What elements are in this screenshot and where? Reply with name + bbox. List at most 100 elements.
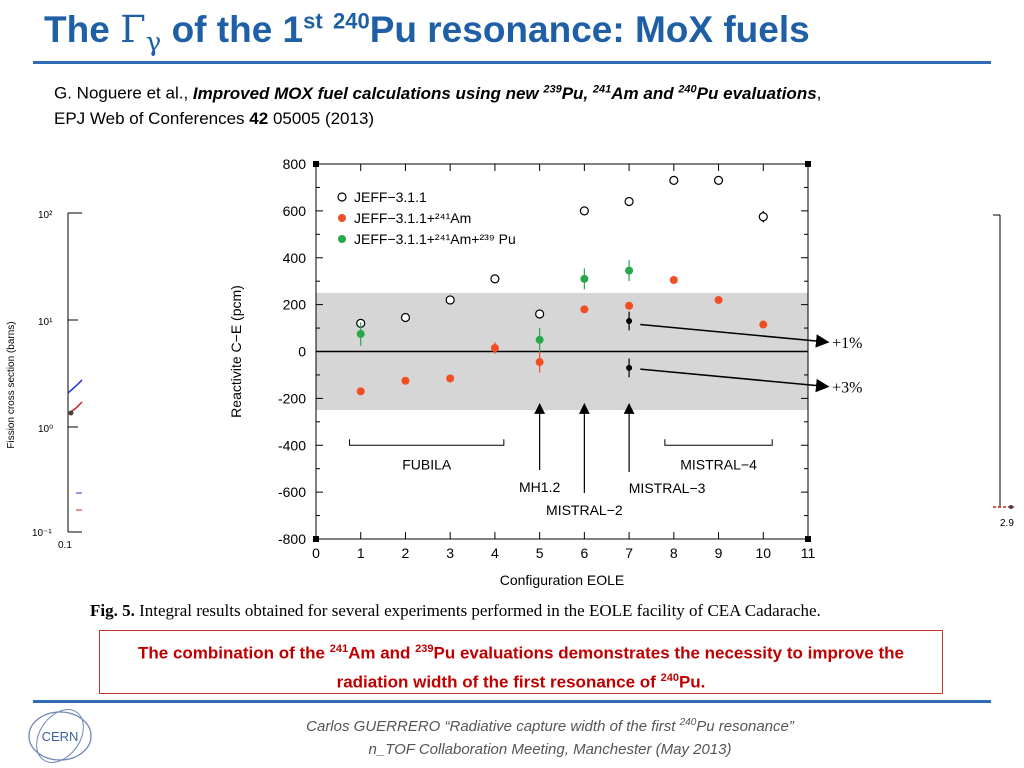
point-am [625,301,634,310]
group-bracket [349,439,505,446]
conclusion-callout: The combination of the 241Am and 239Pu e… [99,630,943,694]
y-tick-label: 600 [283,203,307,219]
annotation-arrow [640,323,830,348]
bg-ytick: 10⁻¹ [32,528,52,539]
y-tick-label: 0 [298,344,306,360]
point-jeff [713,175,724,186]
callout-text-1: The combination of the [138,643,330,663]
citation-el1: Pu, [561,83,593,103]
bg-xtick-right: 2.9 [1000,518,1014,529]
eole-reactivity-chart: 800 600 400 200 0 -200 -400 -600 -800 0 1 2 3 4 5 6 7 8 9 1… [228,156,862,588]
point-am [356,387,365,396]
callout-text-3: Pu evaluations demonstrates the necessit… [336,643,904,692]
point-am [535,358,544,367]
caption-label: Fig. 5. [90,601,135,620]
point-am [669,276,678,285]
citation-comma: , [816,83,822,103]
x-tick-label: 11 [801,545,816,561]
y-tick-label: 200 [283,297,307,313]
callout-iso3: 240 [660,671,679,684]
point-jeff [579,206,589,216]
point-jeff [490,274,500,284]
citation-volume: 42 [249,108,269,128]
point-ampu [356,329,365,338]
x-tick-label: 10 [755,545,771,561]
footer: Carlos GUERRERO “Radiative capture width… [190,711,910,761]
legend-label-am: JEFF−3.1.1+²⁴¹Am [354,210,471,226]
citation-journal: EPJ Web of Conferences [54,108,250,128]
point-am [401,376,410,385]
citation-iso3: 240 [678,83,697,95]
annotation-label: +1% [832,335,862,352]
y-axis-label: Reactivite C−E (pcm) [228,285,244,418]
point-ampu [580,274,589,283]
bg-right-point [1009,505,1013,509]
title-ordinal: st [303,8,323,34]
x-tick-label: 8 [670,545,678,561]
slide-title: The Γγ of the 1st 240Pu resonance: MoX f… [44,8,810,57]
point-jeff [400,312,411,323]
citation-el3: Pu evaluations [696,83,817,103]
legend-marker-am [338,214,346,222]
pointer-label: MISTRAL−3 [629,480,706,496]
y-tick-label: -200 [278,390,306,406]
x-tick-label: 3 [446,545,454,561]
footer-line1-b: Pu resonance” [696,718,794,735]
title-text-pre: The [44,9,121,50]
x-axis-label: Configuration EOLE [500,572,625,588]
title-space [323,9,333,50]
citation-el2: Am and [611,83,679,103]
callout-iso2: 239 [415,643,434,655]
title-isotope: 240 [332,8,370,34]
bg-point [68,410,74,416]
annotation-label: +3% [832,380,862,397]
footer-line1-a: Carlos GUERRERO “Radiative capture width… [306,718,680,735]
background-cross-section-plot: Fission cross section (barns) 10² 10¹ 10… [6,210,1014,551]
x-tick-label: 0 [312,545,320,561]
point-jeff [669,175,679,186]
bg-curve-blue [67,379,83,394]
pointer-label: MISTRAL−2 [546,502,623,518]
y-tick-label: -600 [278,484,306,500]
point-jeff [758,212,768,222]
gamma-subscript: γ [145,27,162,58]
point-jeff [624,196,634,207]
x-tick-label: 4 [491,545,499,561]
legend-label-ampu: JEFF−3.1.1+²⁴¹Am+²³⁹ Pu [354,231,516,247]
y-tick-label: 800 [283,156,307,172]
bg-xtick-left: 0.1 [58,540,72,551]
gamma-symbol: Γ [120,8,146,51]
title-rule [33,61,991,64]
point-ampu [535,335,544,344]
callout-text-4: Pu. [678,672,706,692]
y-tick-label: 400 [283,250,307,266]
x-tick-label: 5 [536,545,544,561]
footer-line1: Carlos GUERRERO “Radiative capture width… [190,711,910,738]
callout-text-2: Am and [348,643,416,663]
citation-title-a: Improved MOX fuel calculations using new [192,83,544,103]
citation-rest: 05005 (2013) [268,108,375,128]
figure-caption: Fig. 5. Integral results obtained for se… [90,601,821,621]
point-jeff [445,295,455,305]
footer-rule [33,700,991,703]
footer-line1-iso: 240 [679,717,697,728]
annotation-arrow [640,368,830,393]
x-tick-label: 6 [580,545,588,561]
point-am [580,305,589,314]
x-tick-label: 9 [715,545,723,561]
pointer-label: MH1.2 [519,479,560,495]
figure: Fission cross section (barns) 10² 10¹ 10… [6,156,1014,588]
point-mistral3 [626,364,633,371]
group-label: MISTRAL−4 [680,456,757,472]
x-tick-label: 7 [625,545,633,561]
bg-ytick: 10⁰ [38,424,53,435]
bg-ylabel: Fission cross section (barns) [6,321,17,448]
caption-text: Integral results obtained for several ex… [134,601,821,620]
point-ampu [625,266,634,275]
citation-iso2: 241 [592,83,612,95]
group-bracket [664,439,773,446]
y-tick-label: -400 [278,437,306,453]
legend-marker-jeff [337,192,347,202]
cern-logo-ring [28,711,92,761]
point-am [714,295,723,304]
